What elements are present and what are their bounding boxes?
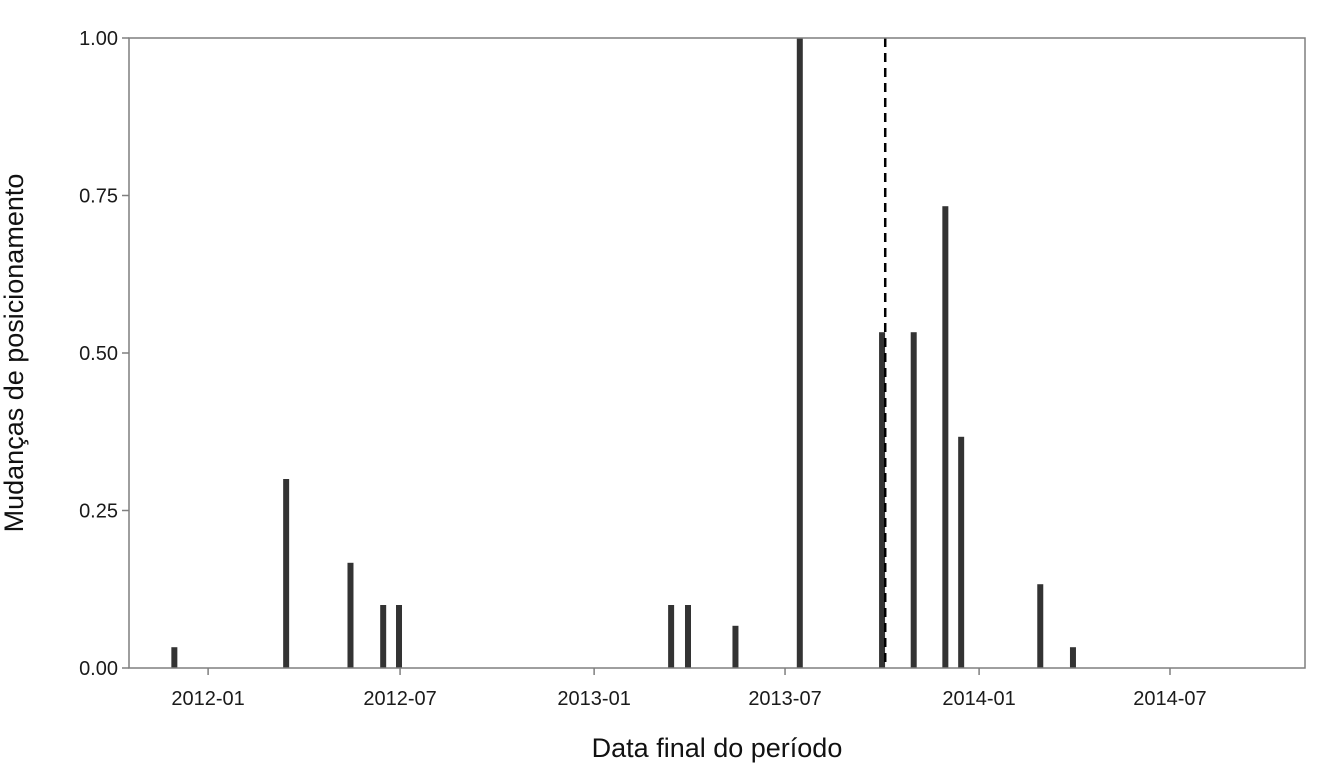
y-axis: 0.00 0.25 0.50 0.75 1.00 bbox=[79, 28, 129, 680]
bar-13 bbox=[1037, 584, 1044, 668]
bar-2 bbox=[347, 562, 354, 668]
bar-7 bbox=[732, 625, 739, 668]
bar-4 bbox=[396, 605, 403, 668]
x-tick-label-4: 2014-01 bbox=[942, 688, 1015, 710]
bar-5 bbox=[668, 605, 675, 668]
bar-14 bbox=[1069, 647, 1076, 668]
x-tick-label-0: 2012-01 bbox=[171, 688, 244, 710]
x-tick-label-2: 2013-01 bbox=[557, 688, 630, 710]
bar-0 bbox=[171, 647, 178, 668]
x-axis: 2012-01 2012-07 2013-01 2013-07 2014-01 2014-… bbox=[171, 668, 1207, 710]
x-axis-title: Data final do período bbox=[592, 733, 843, 763]
x-tick-label-3: 2013-07 bbox=[748, 688, 821, 710]
y-axis-title: Mudanças de posicionamento bbox=[0, 174, 29, 533]
bar-9 bbox=[879, 332, 886, 668]
bar-1 bbox=[283, 479, 290, 668]
x-tick-label-5: 2014-07 bbox=[1133, 688, 1206, 710]
y-tick-label-0: 0.00 bbox=[79, 658, 118, 680]
bar-8 bbox=[796, 38, 803, 668]
bar-10 bbox=[910, 332, 917, 668]
y-tick-label-1: 0.25 bbox=[79, 501, 118, 523]
y-tick-label-4: 1.00 bbox=[79, 28, 118, 50]
bar-12 bbox=[958, 436, 965, 668]
x-tick-label-1: 2012-07 bbox=[363, 688, 436, 710]
panel-background bbox=[129, 38, 1305, 668]
bar-6 bbox=[684, 605, 691, 668]
bar-3 bbox=[380, 605, 387, 668]
y-tick-label-3: 0.75 bbox=[79, 186, 118, 208]
bars-group bbox=[171, 38, 1076, 668]
bar-11 bbox=[942, 206, 949, 668]
y-tick-label-2: 0.50 bbox=[79, 343, 118, 365]
